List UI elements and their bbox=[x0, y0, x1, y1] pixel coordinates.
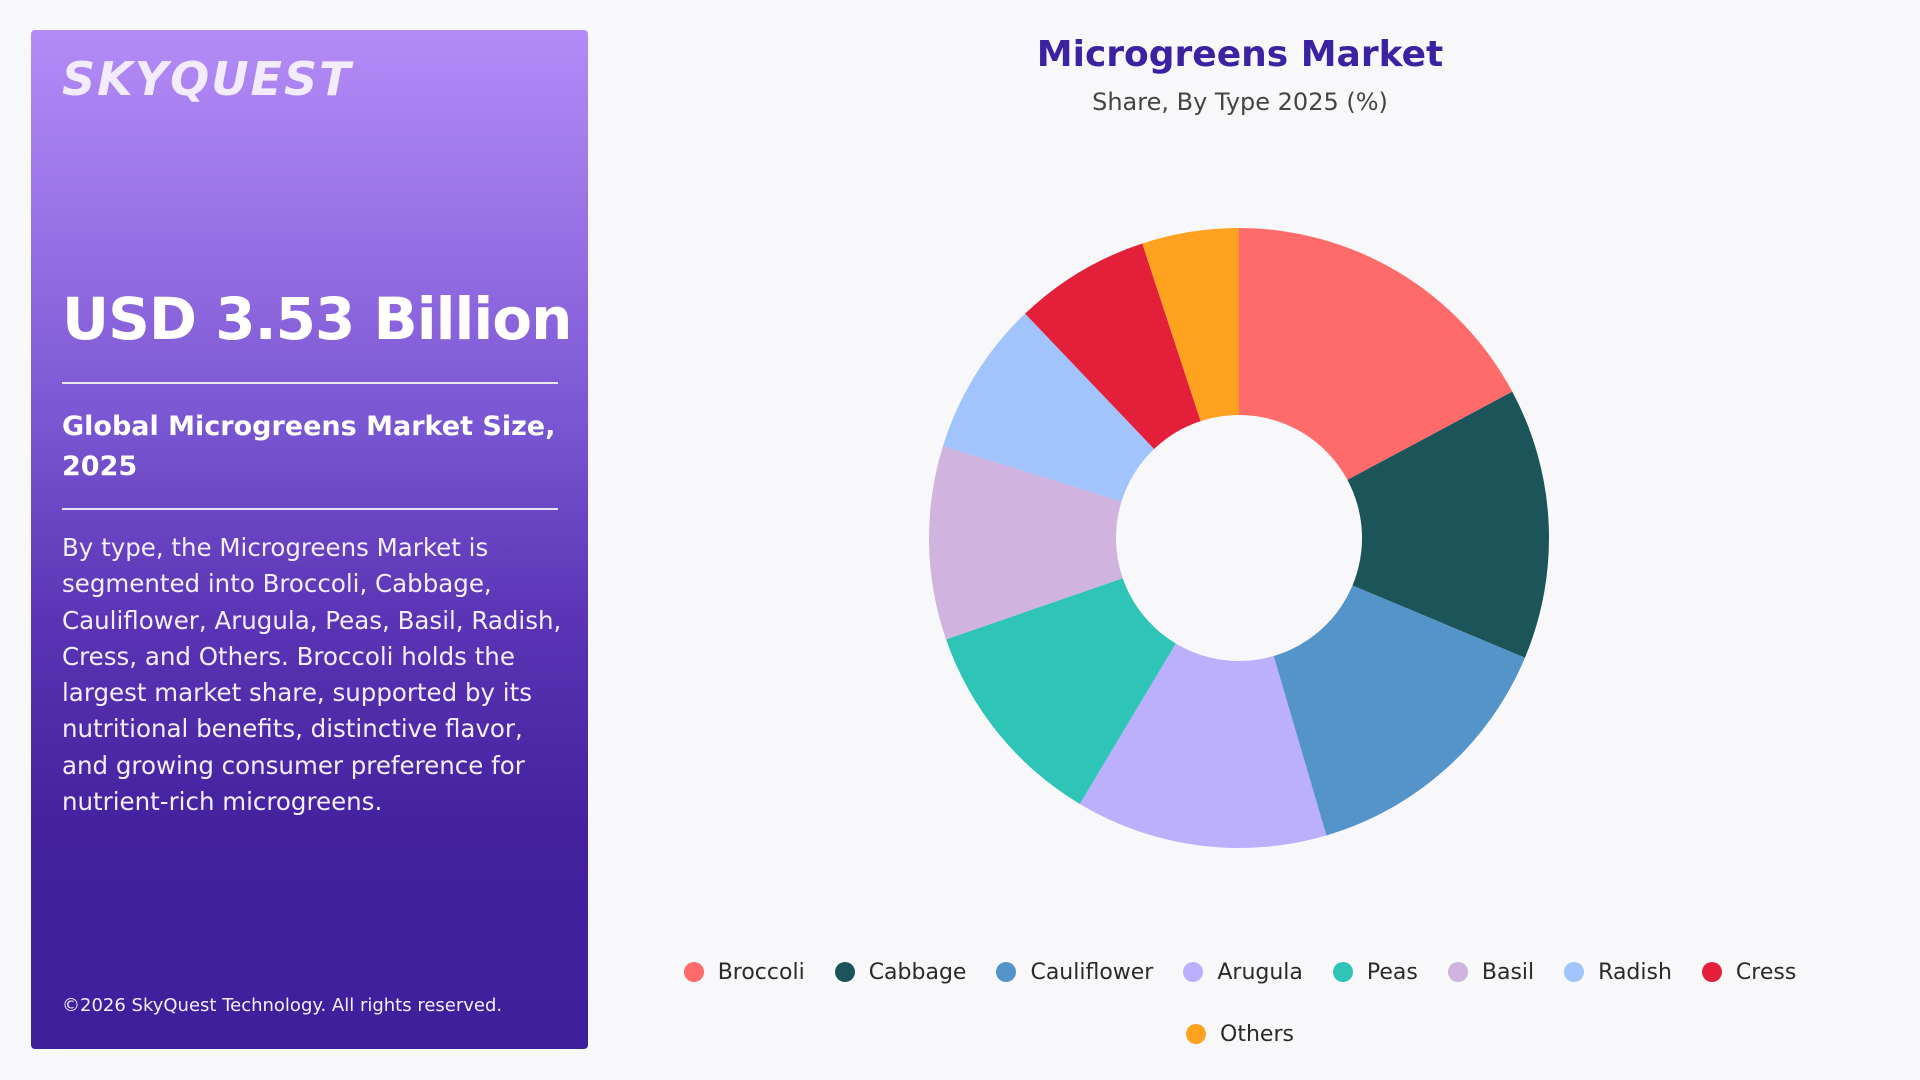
legend-item-broccoli[interactable]: Broccoli bbox=[683, 955, 805, 989]
legend-label: Cress bbox=[1735, 959, 1797, 985]
legend-swatch bbox=[834, 962, 855, 982]
copyright-notice: ©2026 SkyQuest Technology. All rights re… bbox=[62, 995, 503, 1016]
legend-label: Peas bbox=[1366, 959, 1418, 985]
chart-legend: Broccoli Cabbage Cauliflower Arugula Peas Bas… bbox=[640, 955, 1840, 1051]
legend-label: Cabbage bbox=[868, 959, 967, 985]
skyquest-logo: SKYQUEST bbox=[62, 52, 353, 106]
legend-label: Others bbox=[1220, 1021, 1294, 1047]
legend-swatch bbox=[1183, 962, 1204, 982]
legend-swatch bbox=[1564, 962, 1585, 982]
legend-label: Radish bbox=[1598, 959, 1672, 985]
legend-swatch bbox=[683, 962, 704, 982]
legend-swatch bbox=[996, 962, 1017, 982]
slice-others[interactable] bbox=[1142, 228, 1239, 422]
slice-cress[interactable] bbox=[1025, 243, 1201, 449]
legend-item-radish[interactable]: Radish bbox=[1564, 955, 1672, 989]
legend-item-cress[interactable]: Cress bbox=[1701, 955, 1797, 989]
legend-item-peas[interactable]: Peas bbox=[1332, 955, 1418, 989]
chart-subtitle: Share, By Type 2025 (%) bbox=[1092, 88, 1388, 116]
legend-item-others[interactable]: Others bbox=[1186, 1017, 1294, 1051]
segment-description: By type, the Microgreens Market is segme… bbox=[62, 533, 562, 817]
legend-item-cauliflower[interactable]: Cauliflower bbox=[996, 955, 1153, 989]
summary-panel: SKYQUEST USD 3.53 Billion Global Microgr… bbox=[31, 30, 588, 1049]
divider bbox=[62, 382, 558, 384]
legend-label: Broccoli bbox=[717, 959, 805, 985]
legend-swatch bbox=[1332, 962, 1353, 982]
legend-swatch bbox=[1186, 1024, 1207, 1044]
legend-label: Basil bbox=[1481, 959, 1535, 985]
legend-swatch bbox=[1447, 962, 1468, 982]
legend-item-cabbage[interactable]: Cabbage bbox=[834, 955, 967, 989]
legend-label: Arugula bbox=[1217, 959, 1303, 985]
slice-basil[interactable] bbox=[929, 445, 1123, 640]
legend-item-arugula[interactable]: Arugula bbox=[1183, 955, 1303, 989]
slice-peas[interactable] bbox=[946, 578, 1176, 804]
legend-item-basil[interactable]: Basil bbox=[1447, 955, 1535, 989]
legend-swatch bbox=[1701, 962, 1722, 982]
slice-cabbage[interactable] bbox=[1347, 391, 1549, 658]
market-size-headline: USD 3.53 Billion bbox=[62, 285, 572, 353]
chart-title: Microgreens Market bbox=[1036, 34, 1444, 75]
slice-arugula[interactable] bbox=[1079, 643, 1327, 848]
slice-broccoli[interactable] bbox=[1239, 228, 1513, 480]
market-size-subhead: Global Microgreens Market Size, 2025 bbox=[62, 411, 556, 482]
divider bbox=[62, 508, 558, 510]
legend-label: Cauliflower bbox=[1030, 959, 1154, 985]
slice-radish[interactable] bbox=[942, 313, 1155, 502]
slice-cauliflower[interactable] bbox=[1273, 585, 1525, 836]
